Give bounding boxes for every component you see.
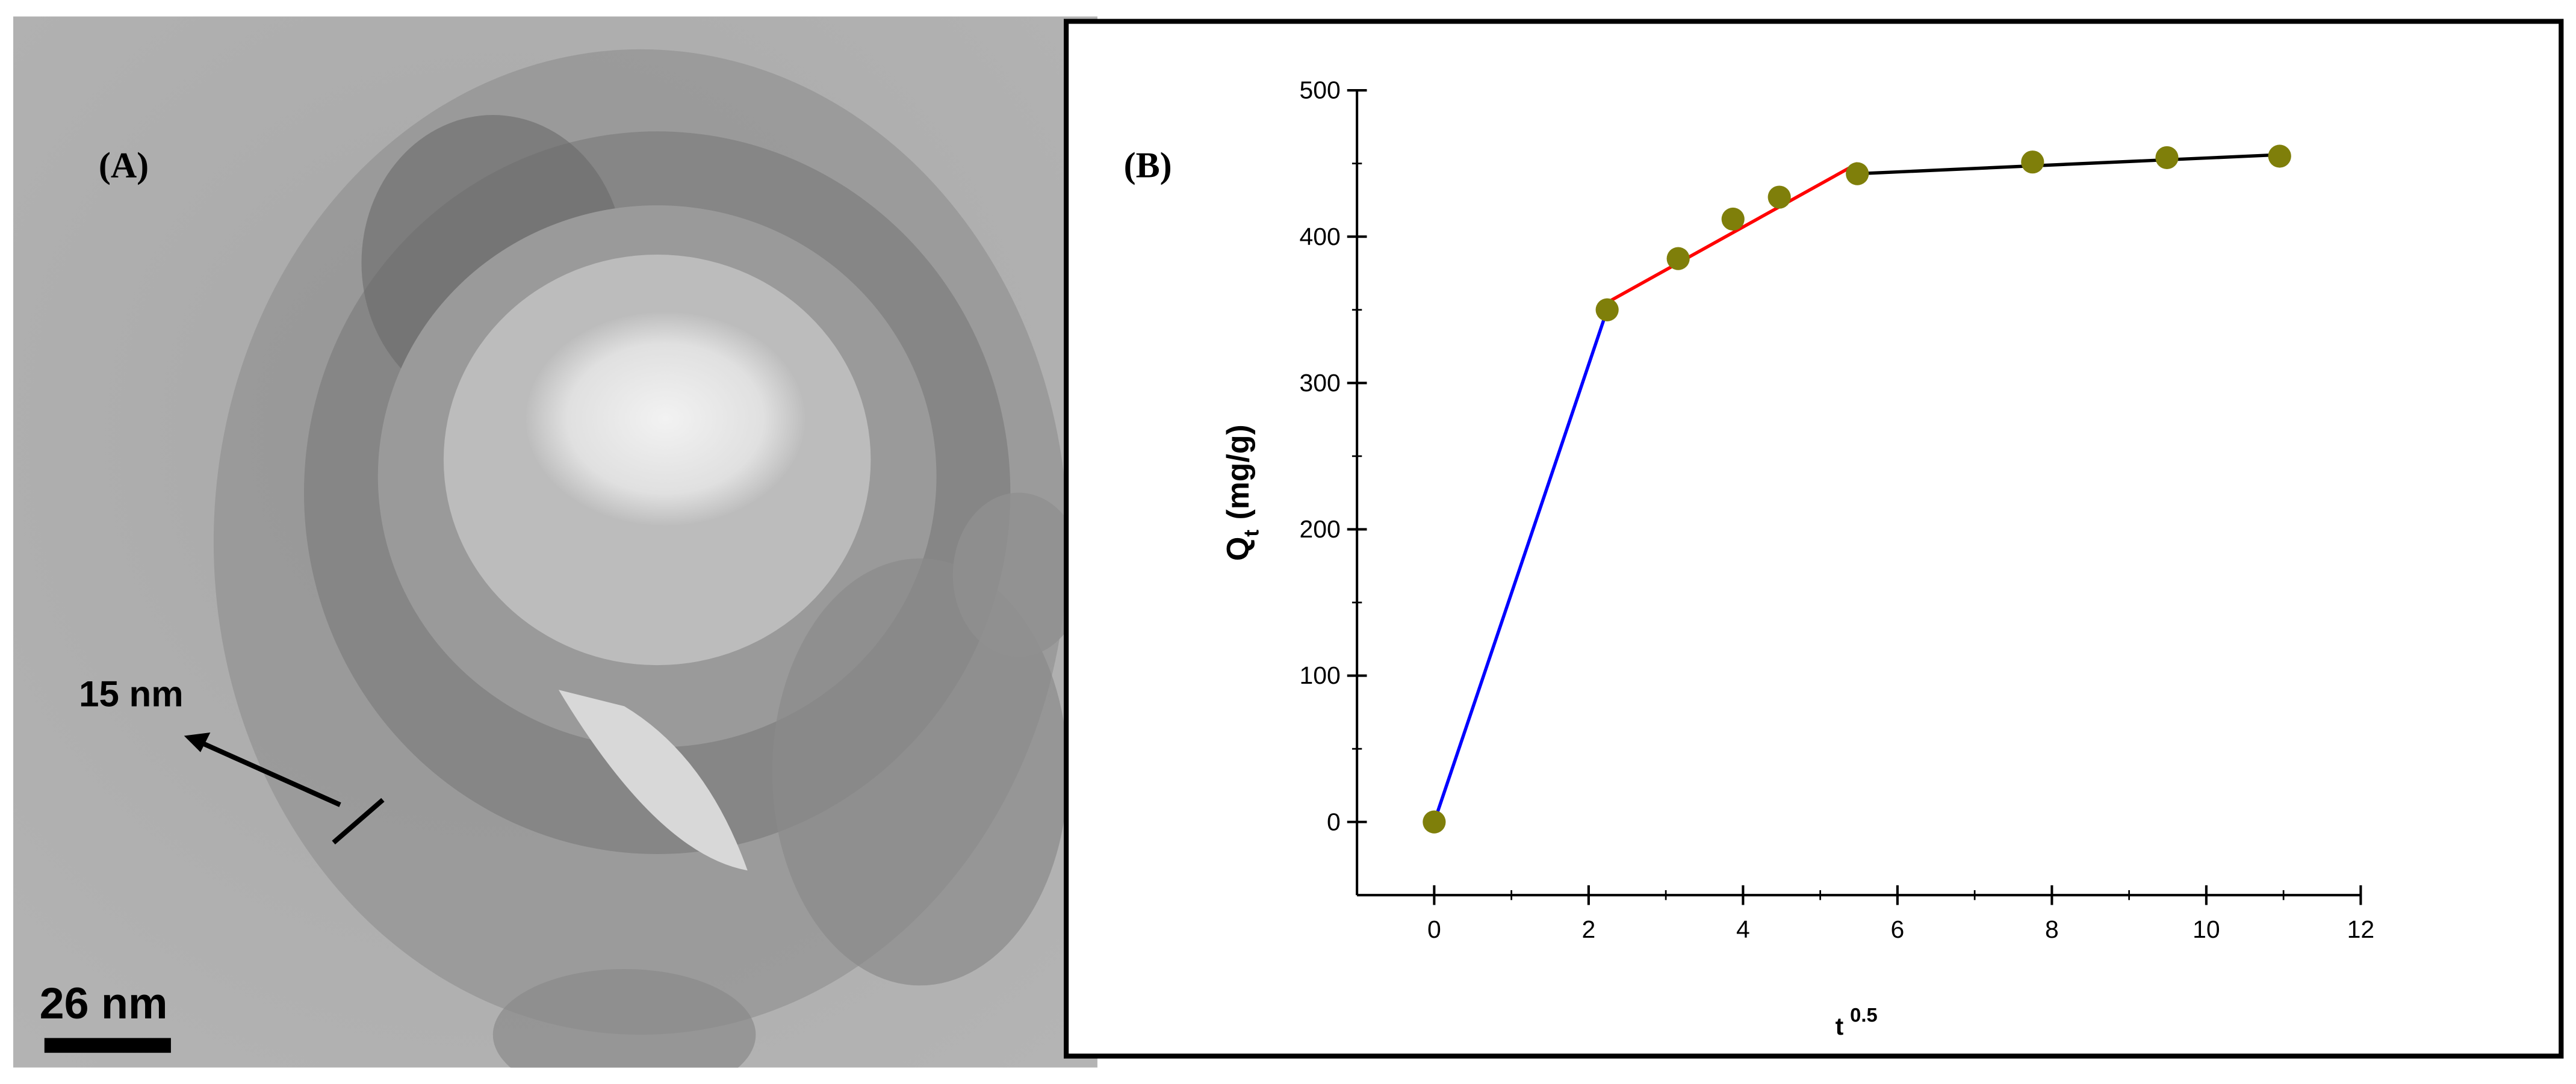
y-axis-label: Qt (mg/g) — [1220, 424, 1263, 561]
x-tick-label: 4 — [1736, 915, 1750, 943]
x-axis-label-main: t — [1836, 1012, 1844, 1040]
y-axis-label-subscript: t — [1239, 530, 1263, 537]
tem-image — [13, 16, 1097, 1068]
x-tick-label: 10 — [2193, 915, 2220, 943]
data-point — [1595, 298, 1619, 321]
data-point — [2268, 144, 2291, 168]
x-tick-label: 12 — [2347, 915, 2375, 943]
y-tick-label: 500 — [1300, 76, 1341, 104]
y-tick-label: 100 — [1300, 661, 1341, 689]
fit-line — [1432, 309, 1609, 823]
x-tick-label: 8 — [2045, 915, 2059, 943]
x-axis-label-superscript: 0.5 — [1850, 1003, 1878, 1026]
panel-label: (A) — [99, 146, 149, 185]
measure-line — [332, 798, 385, 844]
y-tick-label: 400 — [1300, 223, 1341, 250]
arrow — [199, 740, 341, 807]
data-point — [2021, 150, 2044, 174]
y-tick-label: 0 — [1327, 808, 1341, 835]
y-axis-label-unit: (mg/g) — [1220, 424, 1255, 519]
data-point — [2155, 146, 2179, 170]
annotation: 15 nm — [79, 674, 183, 714]
data-point — [1721, 207, 1745, 231]
data-point — [1423, 810, 1446, 834]
panel-frame — [1064, 19, 2564, 1059]
y-axis-label-main: Q — [1220, 537, 1255, 561]
x-tick-label: 2 — [1581, 915, 1595, 943]
fit-line — [1606, 162, 1858, 304]
x-axis-label: t 0.5 — [1836, 1003, 1878, 1040]
x-tick-label: 0 — [1427, 915, 1441, 943]
data-point — [1666, 247, 1690, 270]
y-tick-label: 200 — [1300, 515, 1341, 543]
data-point — [1768, 185, 1791, 209]
scale-bar-label: 26 nm — [40, 978, 168, 1028]
panel-label: (B) — [1124, 146, 1172, 185]
fit-line — [1857, 153, 2280, 176]
scale-bar — [44, 1038, 171, 1053]
y-tick-label: 300 — [1300, 369, 1341, 397]
x-tick-label: 6 — [1890, 915, 1904, 943]
data-point — [1846, 162, 1869, 185]
arrow-head — [184, 732, 211, 752]
